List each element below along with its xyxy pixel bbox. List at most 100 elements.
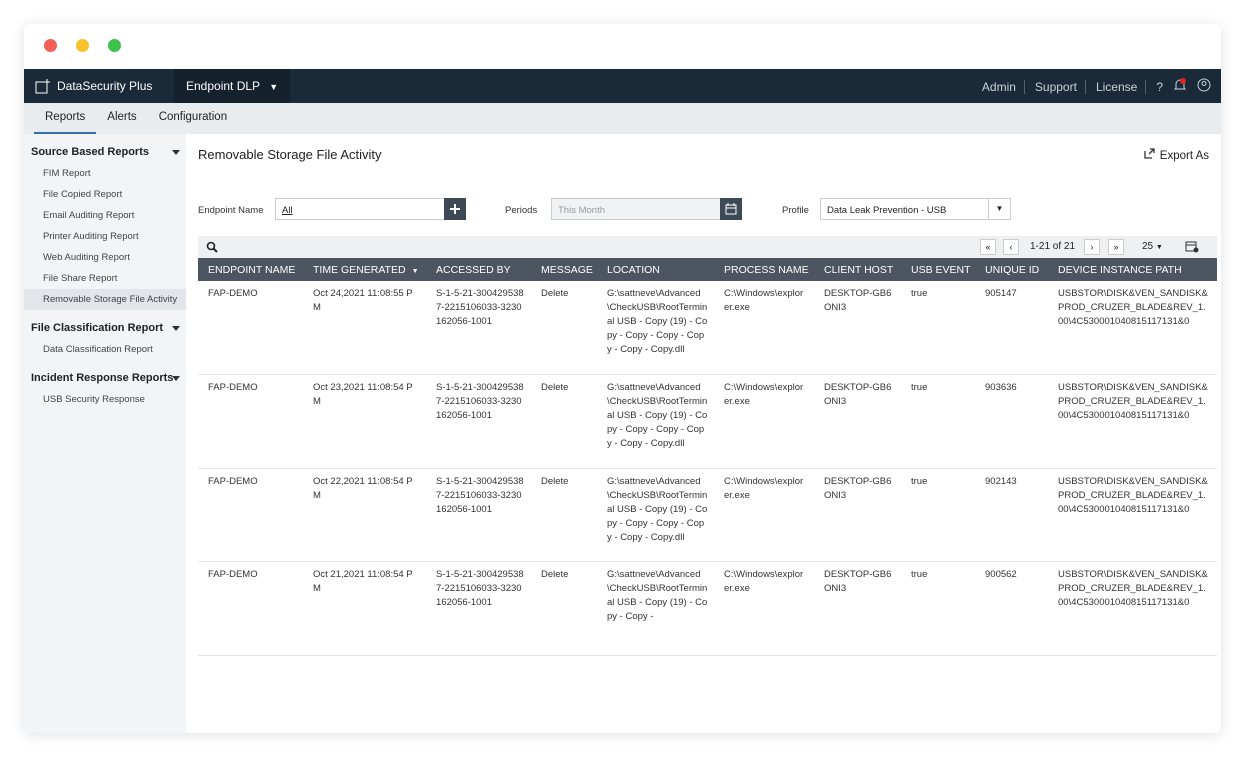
- close-dot[interactable]: [44, 39, 57, 52]
- minimize-dot[interactable]: [76, 39, 89, 52]
- sidebar-item[interactable]: File Copied Report: [43, 189, 123, 200]
- column-header[interactable]: PROCESS NAME: [714, 258, 814, 281]
- add-button[interactable]: [444, 198, 466, 220]
- page-size[interactable]: 25 ▼: [1142, 241, 1163, 252]
- column-header[interactable]: CLIENT HOST: [814, 258, 901, 281]
- sidebar-group[interactable]: File Classification Report: [24, 317, 186, 339]
- brand-icon: [35, 79, 50, 94]
- sidebar-group[interactable]: Incident Response Reports: [24, 367, 186, 389]
- column-header[interactable]: MESSAGE: [531, 258, 597, 281]
- profile-value: Data Leak Prevention - USB: [827, 205, 947, 216]
- tab[interactable]: Reports: [34, 103, 97, 134]
- table-cell: DESKTOP-GB6ONI3: [814, 374, 901, 469]
- tab[interactable]: Configuration: [158, 111, 228, 123]
- search-icon[interactable]: [206, 241, 218, 253]
- period-placeholder: This Month: [558, 205, 605, 216]
- column-header[interactable]: USB EVENT: [901, 258, 975, 281]
- top-link[interactable]: Support: [1035, 79, 1086, 94]
- sidebar-item[interactable]: USB Security Response: [43, 394, 145, 405]
- last-page[interactable]: »: [1108, 239, 1124, 255]
- column-header[interactable]: UNIQUE ID: [975, 258, 1048, 281]
- table-cell: 903636: [975, 374, 1048, 469]
- table-cell: 900562: [975, 561, 1048, 656]
- column-label: LOCATION: [607, 263, 660, 276]
- report-table: ENDPOINT NAME TIME GENERATED ▼ ACCESSED BY M…: [198, 258, 1217, 656]
- endpoint-label: Endpoint Name: [198, 205, 264, 216]
- profile-select[interactable]: Data Leak Prevention - USB ▼: [820, 198, 1011, 220]
- table-cell: S-1-5-21-3004295387-2215106033-323016205…: [426, 374, 531, 469]
- sort-arrow: ▼: [411, 267, 419, 275]
- table-cell: S-1-5-21-3004295387-2215106033-323016205…: [426, 561, 531, 656]
- sidebar-item[interactable]: Data Classification Report: [43, 344, 153, 355]
- maximize-dot[interactable]: [108, 39, 121, 52]
- table-cell: FAP-DEMO: [198, 468, 303, 562]
- table-cell: FAP-DEMO: [198, 374, 303, 469]
- help-link[interactable]: ?: [1156, 79, 1163, 94]
- column-header[interactable]: TIME GENERATED ▼: [303, 258, 426, 281]
- sidebar-item[interactable]: Web Auditing Report: [43, 252, 130, 263]
- calendar-button[interactable]: [720, 198, 742, 220]
- table-cell: DESKTOP-GB6ONI3: [814, 468, 901, 562]
- table-row: FAP-DEMO Oct 24,2021 11:08:55 PM S-1-5-21-…: [198, 281, 1217, 375]
- brand[interactable]: DataSecurity Plus: [57, 79, 153, 93]
- endpoint-input[interactable]: All: [275, 198, 445, 220]
- table-row: FAP-DEMO Oct 21,2021 11:08:54 PM S-1-5-21-…: [198, 561, 1217, 656]
- table-cell: true: [901, 281, 975, 375]
- sidebar-item[interactable]: Removable Storage File Activity: [24, 289, 186, 310]
- column-label: ACCESSED BY: [436, 263, 511, 276]
- table-cell: Delete: [531, 281, 597, 375]
- table-cell: G:\sattneve\Advanced\CheckUSB\RootTermin…: [597, 561, 714, 656]
- column-label: UNIQUE ID: [985, 263, 1040, 276]
- column-label: ENDPOINT NAME: [208, 263, 296, 276]
- report-title: Removable Storage File Activity: [198, 147, 382, 162]
- column-label: USB EVENT: [911, 263, 971, 276]
- period-input[interactable]: This Month: [551, 198, 721, 220]
- calendar-icon: [725, 203, 737, 215]
- table-cell: true: [901, 374, 975, 469]
- table-cell: C:\Windows\explorer.exe: [714, 561, 814, 656]
- table-cell: G:\sattneve\Advanced\CheckUSB\RootTermin…: [597, 281, 714, 375]
- page-size-value: 25: [1142, 241, 1154, 252]
- prev-page[interactable]: ‹: [1003, 239, 1019, 255]
- page-range: 1-21 of 21: [1030, 241, 1076, 252]
- table-cell: true: [901, 468, 975, 562]
- export-button[interactable]: Export As: [1144, 148, 1209, 162]
- column-header[interactable]: LOCATION: [597, 258, 714, 281]
- endpoint-value: All: [282, 205, 293, 216]
- bell-icon: [1173, 78, 1187, 90]
- table-cell: 902143: [975, 468, 1048, 562]
- table-cell: USBSTOR\DISK&VEN_SANDISK&PROD_CRUZER_BLA…: [1048, 374, 1217, 469]
- first-page[interactable]: «: [980, 239, 996, 255]
- product: Endpoint DLP: [186, 79, 260, 93]
- columns-icon[interactable]: [1185, 241, 1199, 253]
- table-cell: G:\sattneve\Advanced\CheckUSB\RootTermin…: [597, 374, 714, 469]
- sidebar-item[interactable]: FIM Report: [43, 168, 91, 179]
- user-menu[interactable]: [1197, 78, 1211, 95]
- product-switch[interactable]: Endpoint DLP ▼: [174, 69, 291, 103]
- column-header[interactable]: ACCESSED BY: [426, 258, 531, 281]
- top-link[interactable]: Admin: [982, 79, 1025, 94]
- next-page[interactable]: ›: [1084, 239, 1100, 255]
- notifications[interactable]: [1173, 78, 1187, 95]
- export-label: Export As: [1159, 150, 1209, 162]
- sidebar-group[interactable]: Source Based Reports: [24, 141, 186, 163]
- sidebar-item[interactable]: Email Auditing Report: [43, 210, 135, 221]
- tab[interactable]: Alerts: [107, 111, 137, 123]
- top-link[interactable]: License: [1096, 79, 1147, 94]
- top-links: Admin Support License?: [982, 78, 1211, 95]
- table-cell: USBSTOR\DISK&VEN_SANDISK&PROD_CRUZER_BLA…: [1048, 281, 1217, 375]
- table-cell: C:\Windows\explorer.exe: [714, 281, 814, 375]
- sidebar-item[interactable]: File Share Report: [43, 273, 118, 284]
- table-cell: C:\Windows\explorer.exe: [714, 374, 814, 469]
- table-cell: Oct 24,2021 11:08:55 PM: [303, 281, 426, 375]
- plus-icon: [450, 204, 460, 214]
- sidebar-item[interactable]: Printer Auditing Report: [43, 231, 139, 242]
- column-header[interactable]: DEVICE INSTANCE PATH: [1048, 258, 1217, 281]
- column-label: TIME GENERATED: [313, 263, 406, 276]
- sidebar: Source Based Reports FIM Report File Copie…: [24, 134, 186, 733]
- table-cell: Oct 22,2021 11:08:54 PM: [303, 468, 426, 562]
- column-header[interactable]: ENDPOINT NAME: [198, 258, 303, 281]
- table-row: FAP-DEMO Oct 23,2021 11:08:54 PM S-1-5-21-…: [198, 374, 1217, 469]
- table-cell: FAP-DEMO: [198, 561, 303, 656]
- table-cell: FAP-DEMO: [198, 281, 303, 375]
